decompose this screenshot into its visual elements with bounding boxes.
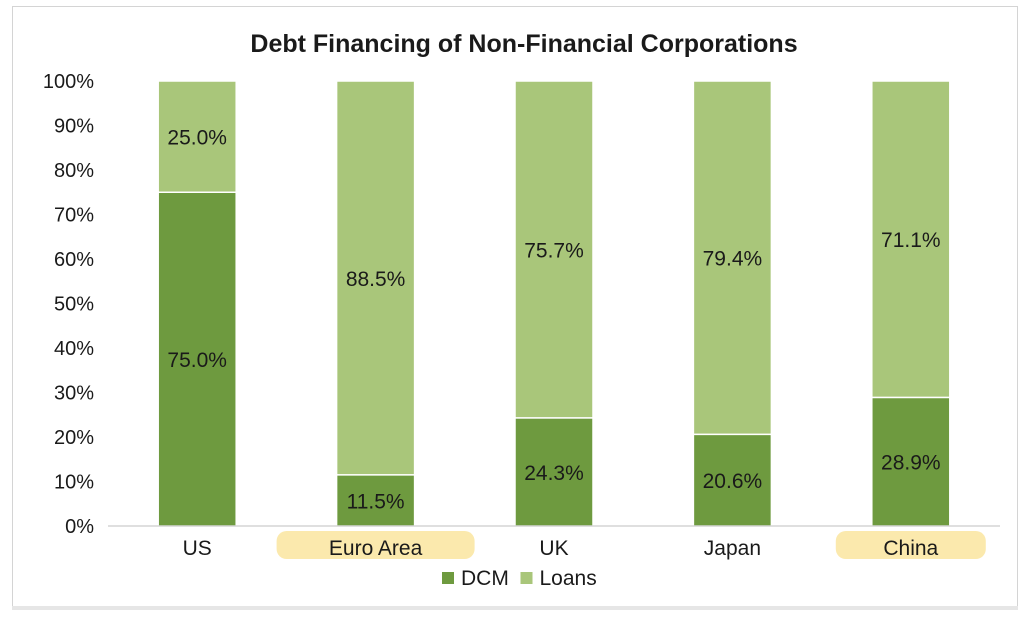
legend-swatch-dcm xyxy=(442,572,454,584)
data-label: 79.4% xyxy=(703,248,763,271)
x-tick-label: China xyxy=(883,537,938,560)
data-label: 20.6% xyxy=(703,470,763,493)
data-label: 24.3% xyxy=(524,462,584,485)
bar-loans-uk xyxy=(514,80,594,419)
x-tick-label: Japan xyxy=(704,537,761,560)
bar-loans-japan xyxy=(692,80,773,436)
x-tick-label: UK xyxy=(539,537,568,560)
bar-dcm-uk xyxy=(514,417,594,527)
y-tick-label: 70% xyxy=(54,205,94,227)
y-tick-label: 0% xyxy=(65,516,94,538)
data-label: 25.0% xyxy=(167,127,227,150)
bar-dcm-euro-area xyxy=(335,474,416,527)
data-label: 11.5% xyxy=(347,490,405,513)
data-label: 75.0% xyxy=(167,349,227,372)
data-label: 71.1% xyxy=(881,229,941,252)
legend-swatch-loans xyxy=(520,572,533,584)
bar-series: 75.0% 25.0% 11.5% 88.5% 24.3% 75.7% 20.6% 79.4%… xyxy=(157,80,951,527)
legend-label-loans: Loans xyxy=(540,567,597,590)
y-tick-label: 90% xyxy=(54,116,94,138)
x-tick-label: Euro Area xyxy=(329,537,423,560)
y-tick-label: 60% xyxy=(54,249,94,271)
legend-label-dcm: DCM xyxy=(461,567,509,590)
y-axis: 0% 10% 20% 30% 40% 50% 60% 70% 80% 90% 100% xyxy=(43,71,94,538)
y-tick-label: 50% xyxy=(54,294,94,316)
highlight-marks xyxy=(276,531,986,559)
y-tick-label: 80% xyxy=(54,160,94,182)
bar-loans-us xyxy=(157,80,237,193)
x-axis: US Euro Area UK Japan China xyxy=(108,525,1000,560)
data-label: 28.9% xyxy=(881,452,941,475)
y-tick-label: 40% xyxy=(54,338,94,360)
data-label: 88.5% xyxy=(346,268,406,291)
x-tick-label: US xyxy=(183,537,212,560)
highlight-euro-area xyxy=(276,531,475,559)
frame-bottom-rule xyxy=(12,606,1018,610)
bar-dcm-us xyxy=(157,191,237,527)
y-tick-label: 100% xyxy=(43,71,94,93)
data-label: 75.7% xyxy=(524,239,584,262)
bar-loans-euro-area xyxy=(335,80,416,476)
highlight-china xyxy=(835,531,986,559)
y-tick-label: 30% xyxy=(54,383,94,405)
y-tick-label: 20% xyxy=(54,427,94,449)
chart-title: Debt Financing of Non-Financial Corporat… xyxy=(250,30,797,58)
bar-loans-china xyxy=(871,80,951,399)
y-tick-label: 10% xyxy=(54,472,94,494)
legend: DCM Loans xyxy=(442,567,597,590)
